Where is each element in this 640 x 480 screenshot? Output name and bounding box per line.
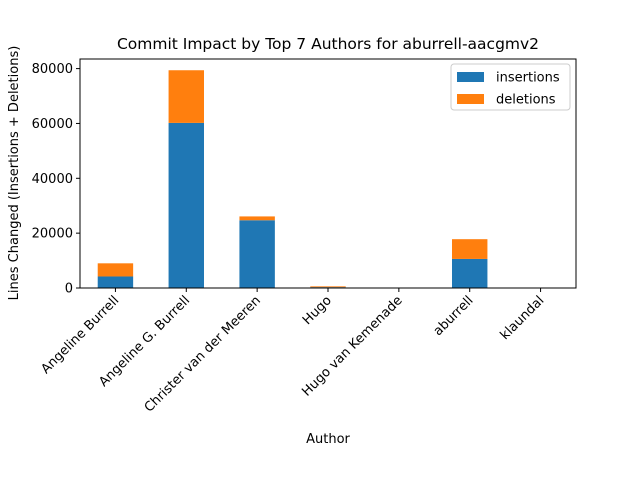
y-tick-label: 40000 (32, 172, 73, 187)
chart-title: Commit Impact by Top 7 Authors for aburr… (117, 35, 539, 53)
bar-deletions-1 (168, 70, 204, 123)
bar-deletions-3 (310, 286, 346, 288)
x-tick-label: klaundal (498, 293, 548, 343)
x-tick-label: aburrell (431, 293, 477, 339)
legend-label-insertions: insertions (496, 71, 560, 86)
legend-label-deletions: deletions (496, 93, 556, 108)
bar-deletions-2 (239, 216, 275, 221)
y-tick-label: 20000 (32, 227, 73, 242)
bars-layer (97, 70, 559, 288)
bar-insertions-1 (168, 122, 204, 288)
y-tick-label: 60000 (32, 117, 73, 132)
x-tick-label: Angeline Burrell (38, 293, 122, 377)
legend-swatch-insertions (457, 72, 484, 82)
legend-swatch-deletions (457, 94, 484, 104)
x-tick-label: Christer van der Meeren (142, 293, 264, 415)
x-axis-label: Author (306, 432, 350, 447)
y-axis: 0 20000 40000 60000 80000 (32, 62, 80, 297)
y-axis-label: Lines Changed (Insertions + Deletions) (7, 46, 22, 301)
y-tick-label: 80000 (32, 62, 73, 77)
bar-insertions-5 (452, 258, 488, 288)
y-tick-label: 0 (65, 282, 73, 297)
bar-deletions-5 (452, 239, 488, 259)
x-tick-label: Hugo (300, 293, 335, 328)
bar-deletions-0 (97, 263, 134, 277)
bar-insertions-2 (239, 220, 275, 288)
bar-insertions-0 (97, 276, 134, 288)
legend: insertions deletions (450, 63, 571, 111)
